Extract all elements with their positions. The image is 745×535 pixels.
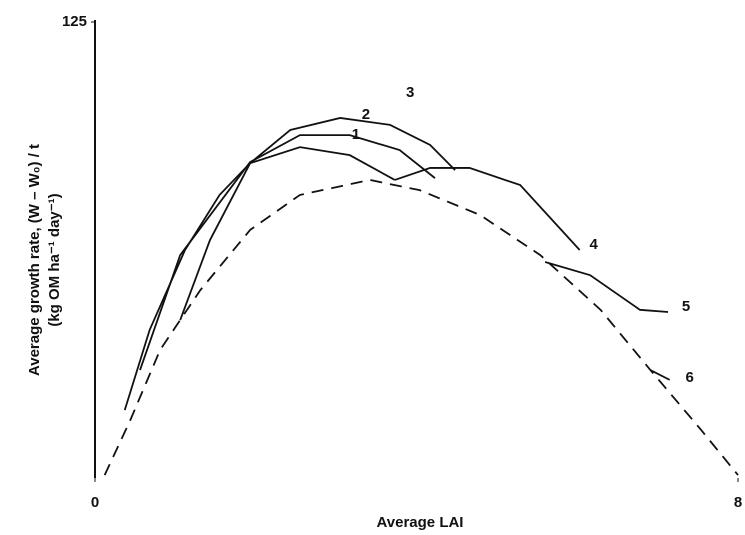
line-series bbox=[394, 167, 581, 251]
line-series bbox=[179, 117, 456, 321]
line-series bbox=[649, 369, 671, 381]
x-tick-label: 0 bbox=[91, 494, 99, 511]
line-series bbox=[139, 134, 436, 371]
series-label: 3 bbox=[406, 84, 414, 101]
series-label: 1 bbox=[352, 126, 360, 143]
line-series bbox=[103, 179, 739, 476]
series-label: 2 bbox=[362, 106, 370, 123]
line-series bbox=[544, 261, 669, 313]
series-label: 6 bbox=[686, 369, 694, 386]
series-label: 5 bbox=[682, 298, 690, 315]
x-tick-label: 8 bbox=[734, 494, 742, 511]
line-series bbox=[123, 146, 396, 411]
x-axis-label: Average LAI bbox=[377, 514, 464, 531]
y-axis-label-line: (kg OM ha⁻¹ day⁻¹) bbox=[46, 193, 63, 326]
series-label: 4 bbox=[589, 236, 598, 253]
y-axis-label: Average growth rate, (W – W₀) / t (kg OM… bbox=[26, 144, 63, 376]
y-axis-label-line: Average growth rate, (W – W₀) / t bbox=[26, 144, 43, 376]
y-tick-label: 125 bbox=[62, 13, 87, 30]
